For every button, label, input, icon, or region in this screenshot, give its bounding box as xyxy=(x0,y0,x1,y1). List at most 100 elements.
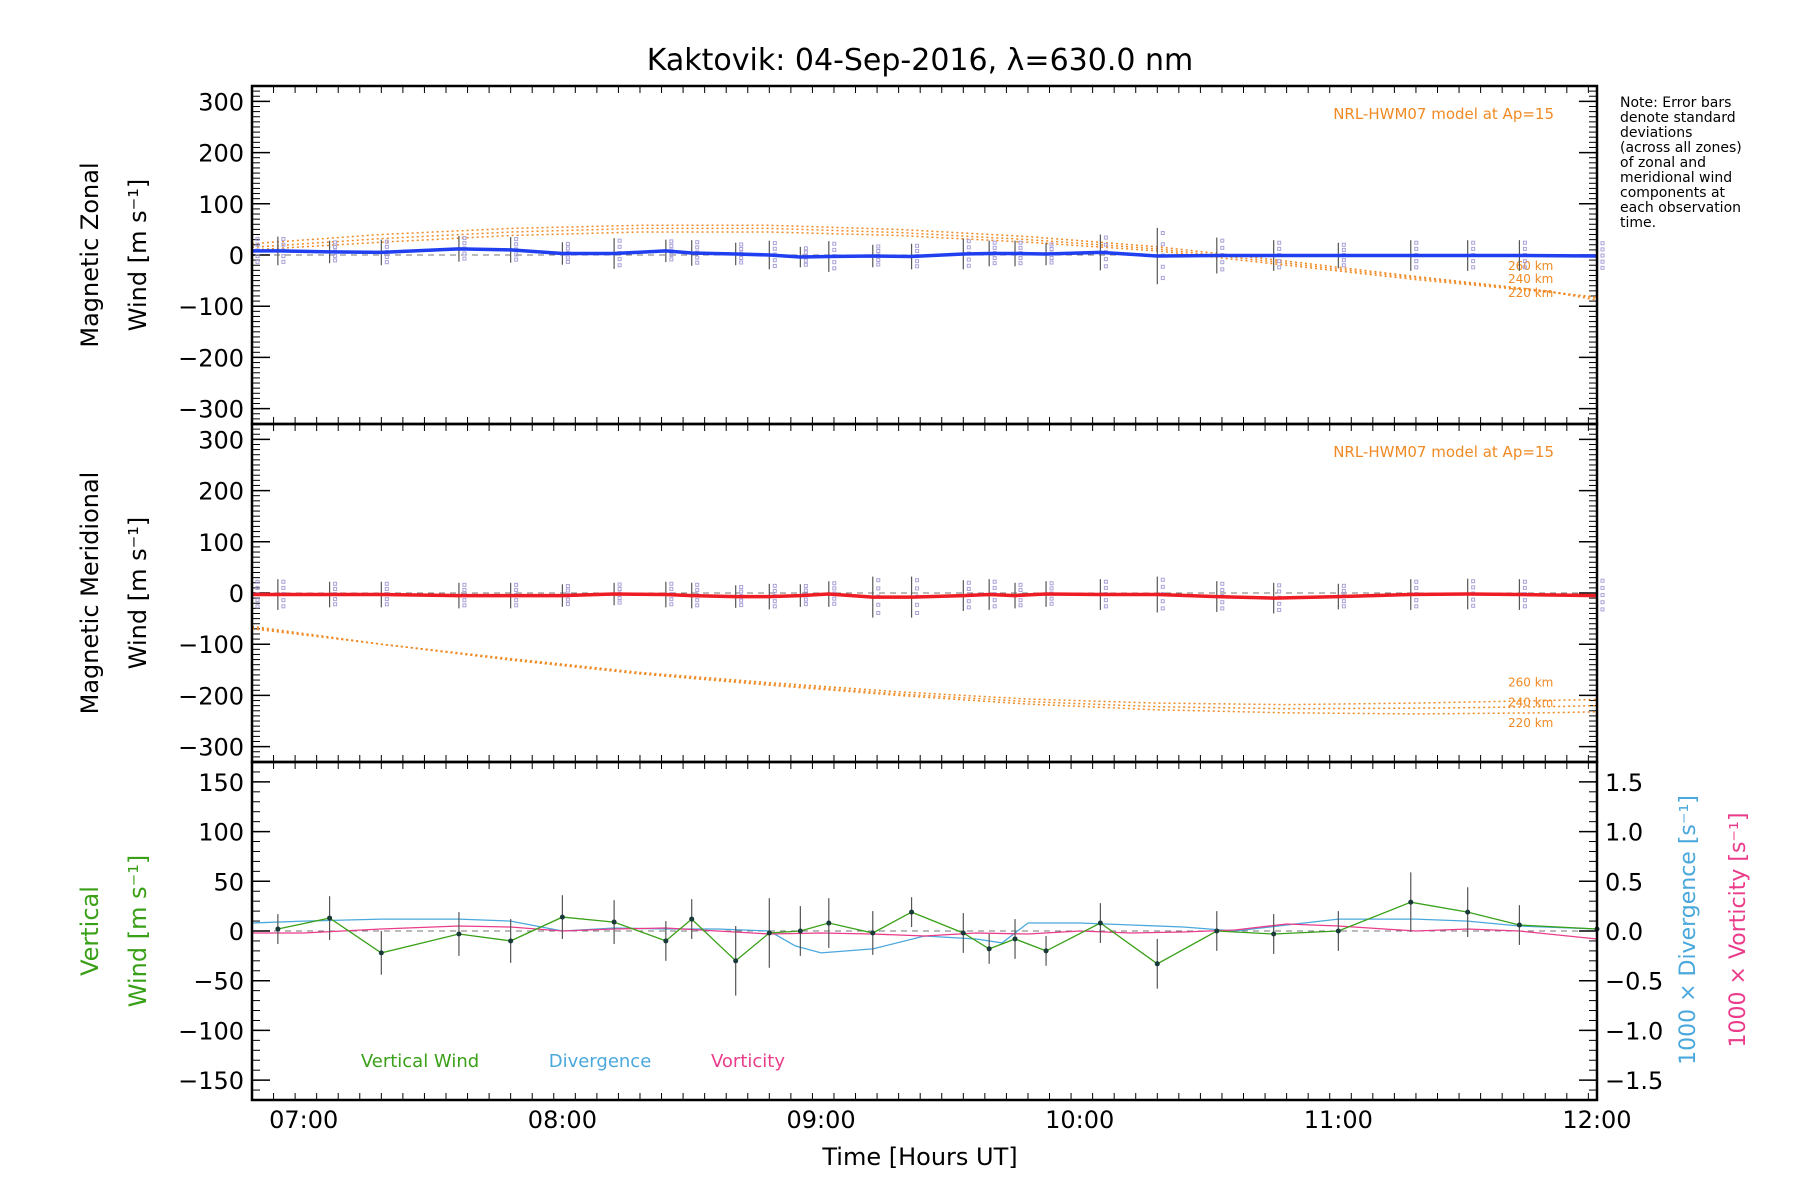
zone-sample xyxy=(333,253,338,258)
zone-sample xyxy=(384,602,389,607)
zone-sample xyxy=(565,584,570,589)
note-line: denote standard xyxy=(1620,110,1736,126)
zone-sample xyxy=(333,581,338,586)
zone-sample xyxy=(1103,264,1108,269)
zone-sample xyxy=(1277,589,1282,594)
zone-sample xyxy=(803,250,808,255)
zone-sample xyxy=(462,236,467,241)
model-altitude-label: 240 km xyxy=(1508,272,1553,286)
x-axis-label: Time [Hours UT] xyxy=(821,1143,1017,1171)
zone-sample xyxy=(739,246,744,251)
zone-sample xyxy=(876,610,881,615)
y-tick-label: 300 xyxy=(198,88,244,116)
vertical-wind-point xyxy=(1012,936,1018,942)
zone-sample xyxy=(695,260,700,265)
zone-sample xyxy=(255,236,260,241)
vertical-wind-point xyxy=(689,916,695,922)
zone-sample xyxy=(1471,259,1476,264)
model-curve-220-km xyxy=(251,224,1598,301)
zone-sample xyxy=(1160,606,1165,611)
zone-sample xyxy=(832,601,837,606)
zone-sample xyxy=(333,597,338,602)
note-line: each observation xyxy=(1620,200,1741,216)
zone-sample xyxy=(1522,265,1527,270)
y-label-line-1: Magnetic Zonal xyxy=(76,162,104,347)
zone-sample xyxy=(772,588,777,593)
x-tick-label: 07:00 xyxy=(269,1106,338,1134)
zone-sample xyxy=(281,236,286,241)
zone-sample xyxy=(1277,240,1282,245)
zone-sample xyxy=(1277,607,1282,612)
zone-sample xyxy=(1160,276,1165,281)
zone-sample xyxy=(1049,242,1054,247)
zone-sample xyxy=(1471,246,1476,251)
model-label: NRL-HWM07 model at Ap=15 xyxy=(1333,443,1554,461)
zone-sample xyxy=(1600,607,1605,612)
zone-sample xyxy=(255,259,260,264)
zone-sample xyxy=(333,602,338,607)
zone-sample xyxy=(915,602,920,607)
zone-sample xyxy=(876,578,881,583)
zone-sample xyxy=(462,251,467,256)
zone-sample xyxy=(1049,601,1054,606)
zone-sample xyxy=(462,598,467,603)
panel-frame xyxy=(250,760,1599,1102)
zone-sample xyxy=(669,257,674,262)
vertical-wind-point xyxy=(826,920,832,926)
zone-sample xyxy=(617,600,622,605)
zone-sample xyxy=(876,258,881,263)
panel-vertical: 150 100 50 0 −50 −100 −150 1.5 1.0 0.5 0.0 −0.5 −1.0… xyxy=(76,760,1751,1102)
legend-entry: Divergence xyxy=(549,1051,652,1072)
note-line: of zonal and xyxy=(1620,155,1706,171)
series-vertical-wind xyxy=(277,901,1598,965)
note-line: deviations xyxy=(1620,125,1692,141)
note-line: time. xyxy=(1620,215,1656,231)
zone-sample xyxy=(1277,583,1282,588)
note-text: Note: Error bars denote standard deviation… xyxy=(1620,95,1742,231)
zone-sample xyxy=(1414,259,1419,264)
zone-sample xyxy=(669,243,674,248)
vertical-wind-point xyxy=(611,919,617,925)
zone-sample xyxy=(739,242,744,247)
zone-sample xyxy=(966,605,971,610)
zone-sample xyxy=(832,266,837,271)
zone-sample xyxy=(384,260,389,265)
zone-sample xyxy=(1277,246,1282,251)
zone-sample xyxy=(1018,598,1023,603)
legend-entry: Vertical Wind xyxy=(361,1051,479,1072)
y-tick-label: 50 xyxy=(213,868,244,896)
y2-tick-label: −1.5 xyxy=(1605,1067,1663,1095)
zone-sample xyxy=(1220,238,1225,243)
zone-sample xyxy=(992,256,997,261)
zone-sample xyxy=(1049,581,1054,586)
y-tick-label: −100 xyxy=(178,631,244,659)
y-tick-label: −100 xyxy=(178,293,244,321)
y2-label-vorticity: 1000 × Vorticity [s⁻¹] xyxy=(1726,813,1751,1048)
y2-tick-label: 1.5 xyxy=(1605,769,1643,797)
y-label-line-1: Vertical xyxy=(76,886,104,976)
y-tick-label: −150 xyxy=(178,1067,244,1095)
zone-sample xyxy=(1049,246,1054,251)
zone-sample xyxy=(1341,263,1346,268)
model-label: NRL-HWM07 model at Ap=15 xyxy=(1333,105,1554,123)
zone-sample xyxy=(333,240,338,245)
zone-sample xyxy=(772,583,777,588)
zone-sample xyxy=(915,259,920,264)
zone-sample xyxy=(1103,235,1108,240)
zone-sample xyxy=(1600,585,1605,590)
zone-sample xyxy=(695,245,700,250)
vertical-wind-point xyxy=(1465,909,1471,915)
zone-sample xyxy=(617,587,622,592)
zone-sample xyxy=(772,599,777,604)
x-tick-label: 11:00 xyxy=(1304,1106,1373,1134)
zone-sample xyxy=(695,598,700,603)
zone-sample xyxy=(966,586,971,591)
zone-sample xyxy=(803,258,808,263)
zone-sample xyxy=(514,237,519,242)
zone-sample xyxy=(617,263,622,268)
zone-sample xyxy=(617,244,622,249)
zone-sample xyxy=(1160,230,1165,235)
